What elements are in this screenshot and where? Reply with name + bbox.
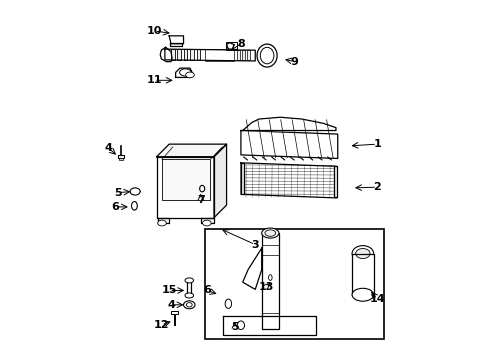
Polygon shape xyxy=(261,233,278,329)
Polygon shape xyxy=(169,43,182,46)
Text: 1: 1 xyxy=(372,139,380,149)
Polygon shape xyxy=(162,159,210,200)
Bar xyxy=(225,42,236,50)
Ellipse shape xyxy=(185,72,194,78)
Ellipse shape xyxy=(268,275,271,280)
Polygon shape xyxy=(175,68,192,77)
Ellipse shape xyxy=(224,299,231,309)
Ellipse shape xyxy=(184,278,193,283)
Text: 11: 11 xyxy=(146,75,162,85)
Polygon shape xyxy=(333,166,336,197)
Bar xyxy=(190,49,194,60)
Text: 6: 6 xyxy=(203,285,210,296)
Bar xyxy=(183,49,187,60)
Bar xyxy=(204,229,384,338)
Text: 2: 2 xyxy=(372,182,380,192)
Text: 5: 5 xyxy=(114,188,122,198)
Ellipse shape xyxy=(131,202,137,210)
Polygon shape xyxy=(242,117,335,131)
Text: 4: 4 xyxy=(104,143,112,153)
Polygon shape xyxy=(187,280,191,296)
Polygon shape xyxy=(169,36,183,44)
Text: 8: 8 xyxy=(237,39,244,49)
Ellipse shape xyxy=(264,230,275,236)
Polygon shape xyxy=(158,218,169,223)
Bar xyxy=(118,155,123,158)
Polygon shape xyxy=(241,163,336,198)
Bar xyxy=(162,173,190,194)
Polygon shape xyxy=(351,253,373,295)
Ellipse shape xyxy=(202,220,211,226)
Bar xyxy=(242,50,244,60)
Text: 12: 12 xyxy=(153,320,169,330)
Ellipse shape xyxy=(184,293,193,298)
Ellipse shape xyxy=(186,303,192,307)
Text: 5: 5 xyxy=(230,322,238,332)
Bar xyxy=(247,50,250,60)
Polygon shape xyxy=(223,316,316,335)
Polygon shape xyxy=(226,42,233,49)
Ellipse shape xyxy=(183,301,195,309)
Bar xyxy=(171,49,174,60)
Polygon shape xyxy=(214,144,226,218)
Text: 3: 3 xyxy=(251,239,259,249)
Polygon shape xyxy=(241,163,244,194)
Polygon shape xyxy=(156,144,226,157)
Polygon shape xyxy=(201,218,214,223)
Polygon shape xyxy=(242,248,261,289)
Ellipse shape xyxy=(199,185,204,192)
Ellipse shape xyxy=(130,188,140,195)
Polygon shape xyxy=(160,47,172,62)
Text: 6: 6 xyxy=(111,202,119,212)
Bar xyxy=(177,49,181,60)
Text: 15: 15 xyxy=(161,285,177,296)
Text: 9: 9 xyxy=(290,57,298,67)
Ellipse shape xyxy=(257,44,277,67)
Ellipse shape xyxy=(355,248,369,258)
Ellipse shape xyxy=(158,220,166,226)
Ellipse shape xyxy=(266,273,273,283)
Text: 10: 10 xyxy=(146,26,162,36)
Ellipse shape xyxy=(179,69,191,76)
Bar xyxy=(237,50,240,60)
Polygon shape xyxy=(156,157,214,218)
Text: 4: 4 xyxy=(167,300,175,310)
Ellipse shape xyxy=(237,321,244,329)
Polygon shape xyxy=(241,131,337,158)
Ellipse shape xyxy=(261,228,278,238)
Ellipse shape xyxy=(216,289,222,297)
Text: 7: 7 xyxy=(197,195,204,205)
Bar xyxy=(119,158,122,160)
Bar xyxy=(171,311,178,315)
Bar xyxy=(196,49,200,60)
Polygon shape xyxy=(164,49,255,61)
Text: 14: 14 xyxy=(368,294,384,304)
Ellipse shape xyxy=(351,288,373,301)
Ellipse shape xyxy=(351,246,373,261)
Bar xyxy=(204,49,233,60)
Text: 13: 13 xyxy=(258,282,273,292)
Ellipse shape xyxy=(260,47,273,64)
